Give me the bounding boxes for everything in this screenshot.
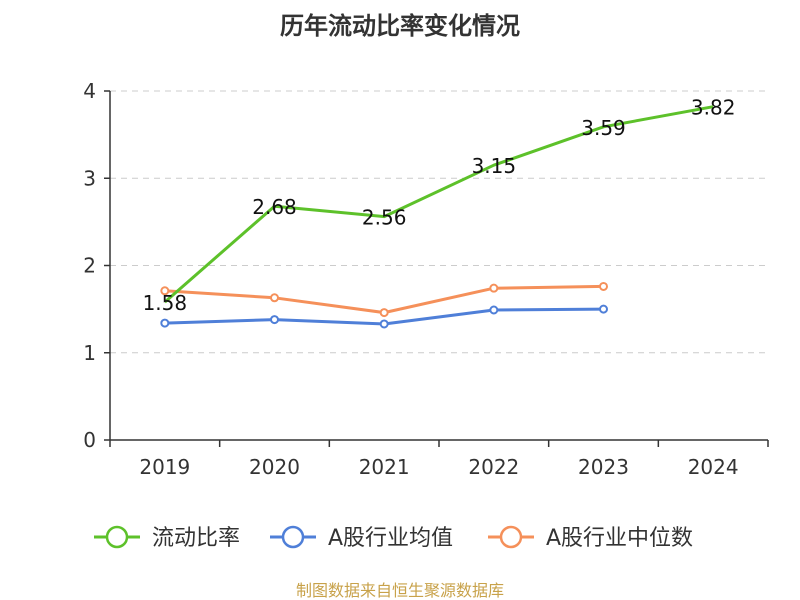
data-point: [489, 305, 499, 315]
y-tick-label: 1: [83, 341, 96, 365]
grid-lines: [110, 90, 768, 354]
legend-label: 流动比率: [152, 526, 240, 551]
data-point: [379, 308, 389, 318]
series-line: [163, 105, 714, 304]
x-tick-label: 2019: [139, 455, 190, 479]
y-tick-label: 4: [83, 79, 96, 103]
legend-swatch-marker: [499, 525, 523, 549]
x-tick-label: 2022: [468, 455, 519, 479]
data-point: [489, 283, 499, 293]
legend-item[interactable]: A股行业中位数: [488, 525, 693, 551]
data-point: [160, 286, 170, 296]
y-tick-label: 3: [83, 166, 96, 190]
data-label: 3.15: [472, 154, 517, 178]
x-tick-label: 2024: [688, 455, 739, 479]
data-point: [270, 293, 279, 303]
data-point: [160, 318, 170, 328]
data-point: [599, 281, 608, 291]
legend-label: A股行业均值: [328, 526, 453, 551]
data-point: [599, 304, 608, 314]
data-label: 3.82: [691, 96, 736, 120]
data-label: 2.56: [362, 206, 407, 230]
data-labels: 1.58 2.68 2.56 3.15 3.59 3.82: [143, 96, 736, 315]
source-note: 制图数据来自恒生聚源数据库: [296, 581, 504, 600]
legend-label: A股行业中位数: [546, 526, 693, 551]
y-tick-label: 2: [83, 254, 96, 278]
x-tick-label: 2020: [249, 455, 300, 479]
legend-item[interactable]: 流动比率: [94, 525, 240, 551]
x-tick-label: 2021: [359, 455, 410, 479]
data-point: [270, 315, 279, 325]
legend[interactable]: 流动比率 A股行业均值 A股行业中位数: [94, 525, 693, 551]
legend-swatch-marker: [105, 525, 129, 549]
legend-swatch-marker: [281, 525, 305, 549]
series-layer: [160, 105, 714, 329]
data-label: 2.68: [252, 195, 297, 219]
chart-title: 历年流动比率变化情况: [280, 12, 520, 40]
data-label: 3.59: [581, 116, 626, 140]
x-tick-label: 2023: [578, 455, 629, 479]
y-tick-label: 0: [83, 428, 96, 452]
legend-item[interactable]: A股行业均值: [270, 525, 453, 551]
data-label: 1.58: [143, 291, 188, 315]
data-point: [379, 319, 389, 329]
axes: 0 1 2 3 4 2019 2020 2021 2022 2023 2024: [83, 79, 769, 479]
